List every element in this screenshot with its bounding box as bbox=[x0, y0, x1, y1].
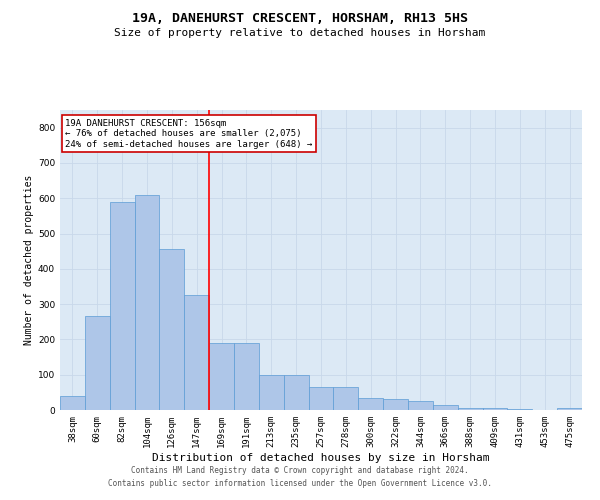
Bar bbox=[60, 396, 85, 410]
Bar bbox=[308, 387, 334, 410]
Bar bbox=[482, 408, 508, 410]
Bar bbox=[284, 374, 308, 410]
Text: Contains HM Land Registry data © Crown copyright and database right 2024.
Contai: Contains HM Land Registry data © Crown c… bbox=[108, 466, 492, 487]
Bar bbox=[433, 404, 458, 410]
Bar bbox=[85, 316, 110, 410]
Bar bbox=[383, 400, 408, 410]
Bar bbox=[160, 250, 184, 410]
Bar bbox=[184, 296, 209, 410]
Text: 19A DANEHURST CRESCENT: 156sqm
← 76% of detached houses are smaller (2,075)
24% : 19A DANEHURST CRESCENT: 156sqm ← 76% of … bbox=[65, 119, 313, 149]
Bar bbox=[259, 374, 284, 410]
Bar bbox=[358, 398, 383, 410]
X-axis label: Distribution of detached houses by size in Horsham: Distribution of detached houses by size … bbox=[152, 452, 490, 462]
Bar bbox=[234, 343, 259, 410]
Bar bbox=[557, 408, 582, 410]
Bar bbox=[408, 401, 433, 410]
Bar bbox=[334, 387, 358, 410]
Bar bbox=[209, 343, 234, 410]
Bar bbox=[458, 408, 482, 410]
Text: 19A, DANEHURST CRESCENT, HORSHAM, RH13 5HS: 19A, DANEHURST CRESCENT, HORSHAM, RH13 5… bbox=[132, 12, 468, 26]
Bar bbox=[110, 202, 134, 410]
Y-axis label: Number of detached properties: Number of detached properties bbox=[24, 175, 34, 345]
Bar bbox=[134, 194, 160, 410]
Text: Size of property relative to detached houses in Horsham: Size of property relative to detached ho… bbox=[115, 28, 485, 38]
